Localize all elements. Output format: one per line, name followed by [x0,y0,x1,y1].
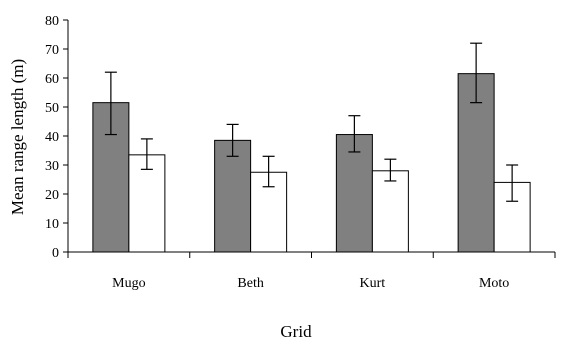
bar-mugo-1 [92,102,130,253]
bar-mugo-2 [128,154,166,253]
y-tick-label: 80 [45,14,59,29]
bar-beth-1 [214,139,252,253]
y-tick-label: 10 [45,217,59,232]
plot-area: 0 10 20 30 40 50 60 70 80 Mugo Beth Kurt Moto [45,14,556,291]
y-tick-label: 40 [45,130,59,145]
bar-moto-1 [457,73,495,253]
x-category-label: Beth [237,276,263,291]
y-tick-label: 30 [45,159,59,174]
x-category-label: Mugo [112,276,145,291]
y-tick-label: 0 [52,246,59,261]
y-axis-title: Mean range length (m) [8,59,27,215]
y-tick-label: 60 [45,72,59,87]
x-axis-title: Grid [280,322,312,341]
y-tick-label: 20 [45,188,59,203]
x-category-label: Moto [479,276,509,291]
bar-kurt-2 [371,170,409,253]
y-tick-label: 50 [45,101,59,116]
x-category-label: Kurt [360,276,386,291]
y-tick-label: 70 [45,43,59,58]
